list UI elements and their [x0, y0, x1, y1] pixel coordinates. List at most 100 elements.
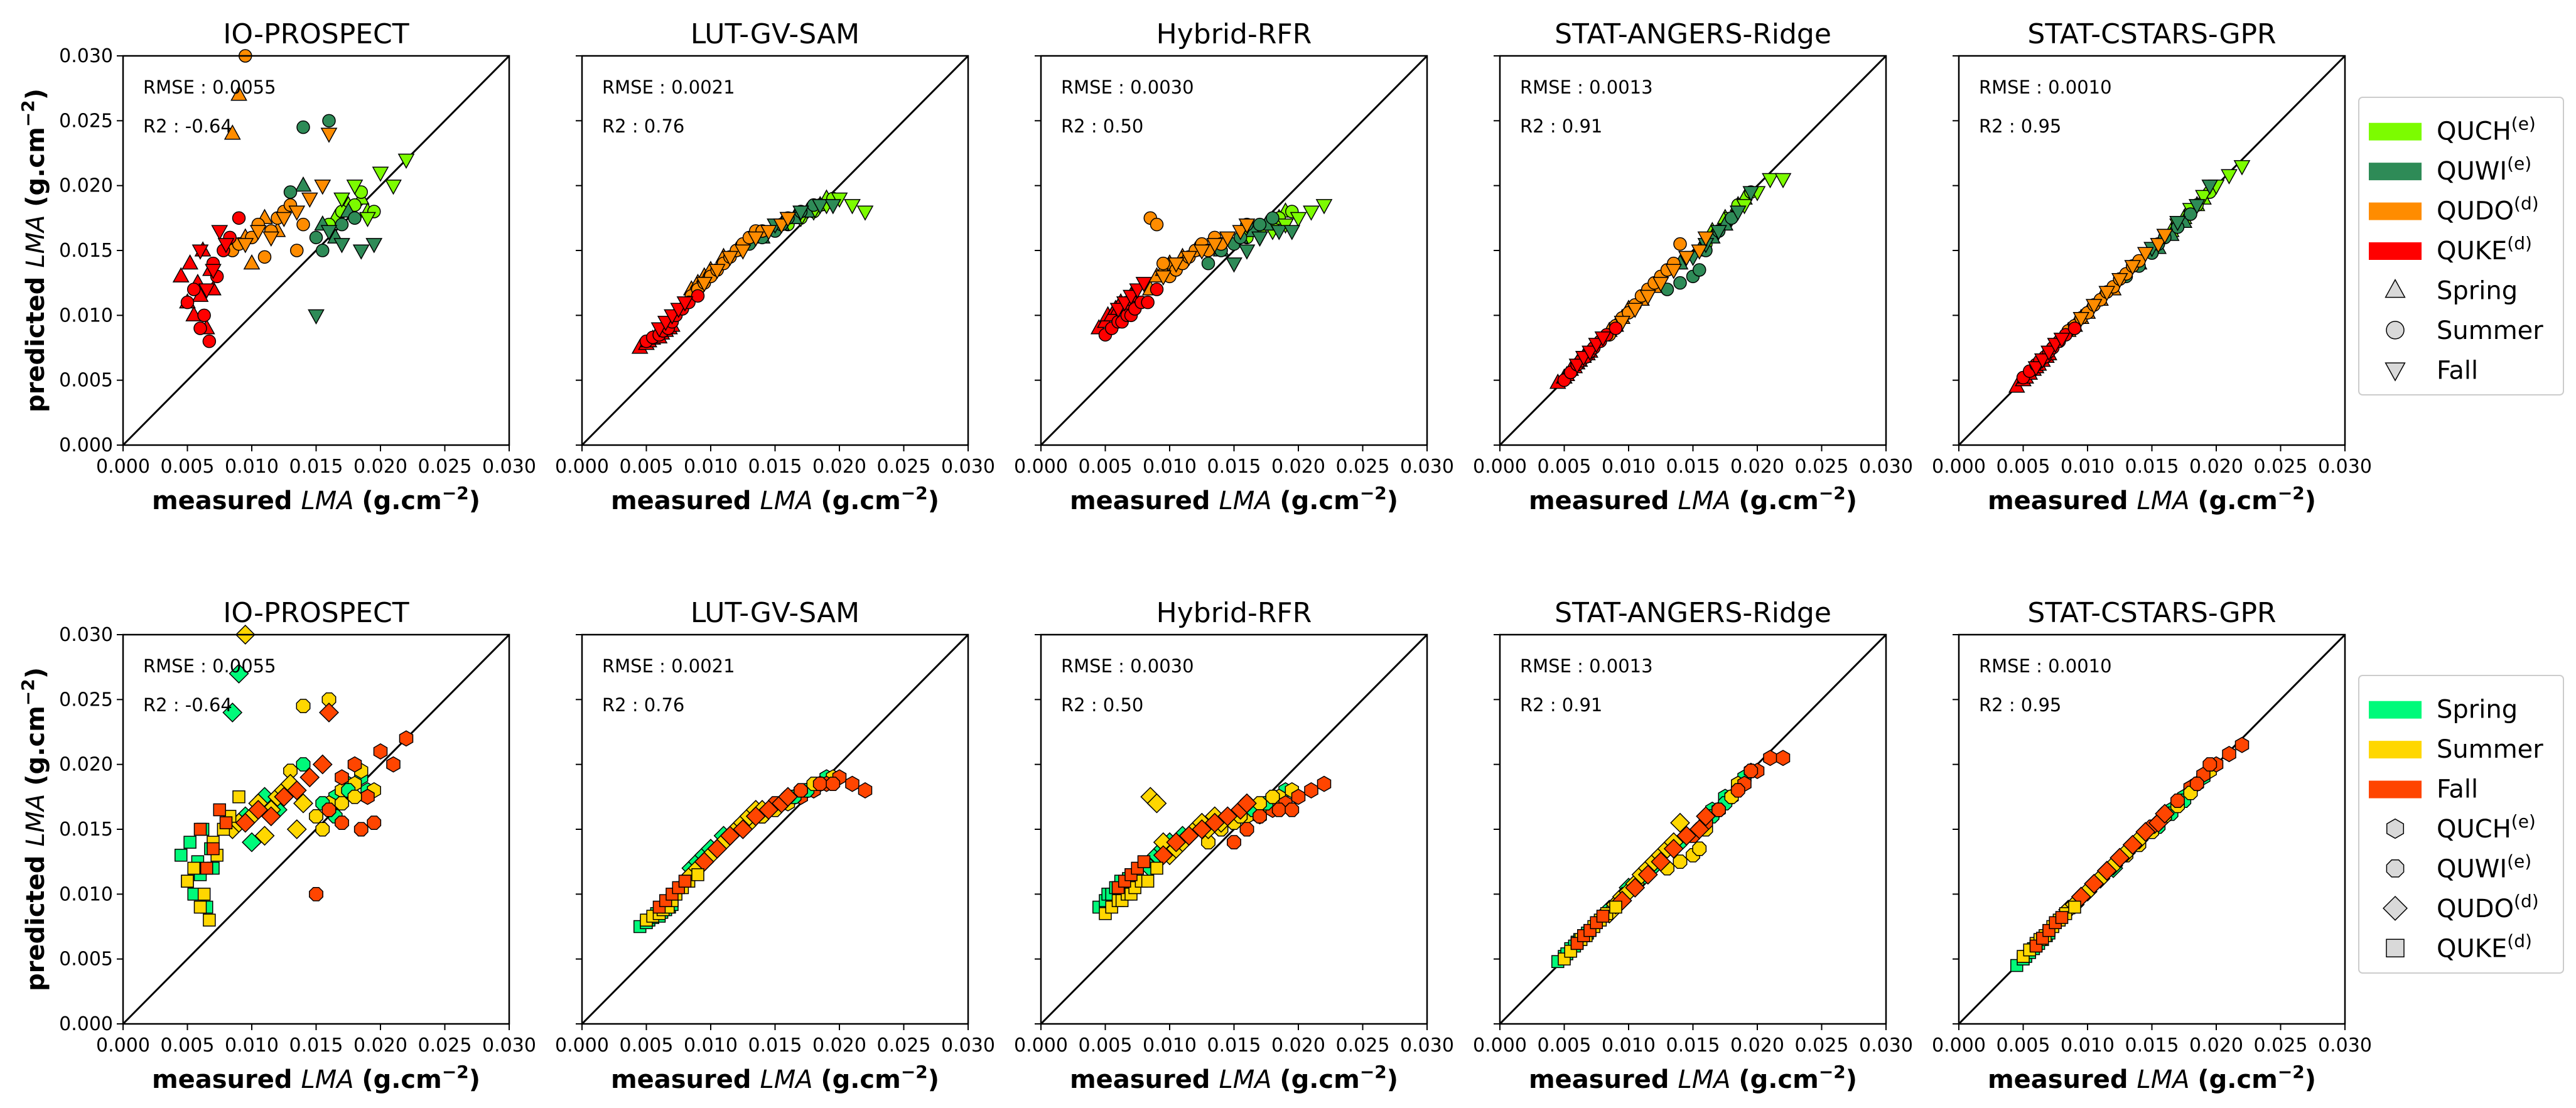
x-axis-label-italic: LMA	[2137, 1065, 2197, 1094]
x-tick-label: 0.005	[620, 1035, 674, 1057]
point-quke-summer	[1150, 282, 1164, 296]
point-quke-fall	[207, 842, 220, 856]
r2-label: R2 : 0.91	[1520, 116, 1602, 137]
x-tick-label: 0.005	[1079, 456, 1133, 478]
x-axis-label-sup: −2	[2278, 483, 2305, 503]
point-quke-fall	[211, 225, 229, 240]
legend-marker-quke	[2386, 939, 2405, 958]
x-tick-label: 0.015	[2125, 456, 2179, 478]
point-quwi-summer	[1673, 276, 1687, 290]
point-quch-fall	[2222, 746, 2236, 763]
point-qudo-fall	[1637, 864, 1658, 885]
x-tick-label: 0.000	[1473, 456, 1527, 478]
x-tick-label: 0.020	[1730, 1035, 1784, 1057]
point-quke-summer	[1141, 295, 1155, 309]
point-quwi-fall	[1742, 186, 1760, 202]
point-quwi-fall	[2170, 793, 2185, 808]
point-qudo-fall	[1651, 851, 1671, 872]
x-tick-label: 0.025	[2254, 1035, 2308, 1057]
x-axis-label-bold: measured	[611, 1065, 760, 1094]
x-tick-label: 0.020	[1730, 456, 1784, 478]
point-qudo-fall	[719, 826, 740, 846]
x-axis-label: measured LMA (g.cm−2)	[1529, 1062, 1857, 1094]
y-axis-label-unit: (g.cm	[21, 706, 50, 786]
x-axis-label: measured LMA (g.cm−2)	[611, 483, 939, 515]
legend-marker-spring	[2385, 279, 2406, 298]
identity-line	[581, 55, 969, 446]
y-axis-label-close: )	[21, 89, 50, 100]
point-qudo-fall	[1676, 826, 1697, 846]
legend-label: QUCH(e)	[2437, 114, 2536, 146]
x-tick-label: 0.015	[2125, 1035, 2179, 1057]
x-tick-label: 0.000	[1473, 1035, 1527, 1057]
r2-label: R2 : 0.95	[1979, 694, 2061, 716]
y-tick-label: 0.010	[59, 883, 113, 905]
x-tick-label: 0.005	[161, 456, 215, 478]
legend-label-text: QUKE	[2437, 934, 2507, 963]
point-qudo-fall	[1178, 826, 1199, 846]
y-tick-label: 0.000	[59, 434, 113, 456]
x-axis-label-bold: measured	[1529, 487, 1678, 515]
legend-label-text: QUDO	[2437, 895, 2514, 923]
r2-label: R2 : -0.64	[143, 116, 232, 137]
x-axis-label-unit: (g.cm	[2197, 487, 2278, 515]
point-quke-spring	[183, 836, 197, 849]
x-tick-label: 0.000	[1014, 1035, 1068, 1057]
panel-title: STAT-CSTARS-GPR	[2027, 18, 2276, 50]
point-quke-fall	[1116, 296, 1133, 312]
panel-top-5: STAT-CSTARS-GPR 0.000 0.005 0.010 0.015 0.020…	[1932, 18, 2372, 515]
point-quwi-summer	[1253, 217, 1267, 232]
point-quch-fall	[2234, 736, 2250, 753]
point-qudo-fall	[2124, 260, 2142, 276]
x-axis-label-unit: (g.cm	[1280, 1065, 1360, 1094]
point-qudo-fall	[2085, 299, 2103, 315]
point-quke-spring	[175, 849, 188, 862]
r2-label: R2 : -0.64	[143, 694, 232, 716]
x-axis-label-close: )	[928, 1065, 939, 1094]
x-tick-label: 0.020	[812, 456, 866, 478]
point-qudo-fall	[1167, 257, 1185, 273]
x-axis-label-close: )	[469, 487, 480, 515]
point-quwi-fall	[308, 309, 325, 325]
x-axis-label: measured LMA (g.cm−2)	[1529, 483, 1857, 515]
legend-label-text: QUKE	[2437, 237, 2507, 266]
x-tick-label: 0.000	[555, 456, 609, 478]
point-quwi-fall	[1283, 225, 1301, 240]
point-quwi-summer	[1673, 854, 1688, 869]
point-qudo-fall	[2110, 847, 2130, 868]
point-quke-fall	[1135, 277, 1153, 293]
y-tick-label: 0.030	[59, 45, 113, 67]
point-quwi-fall	[792, 205, 809, 221]
point-quch-fall	[856, 205, 874, 221]
point-quwi-fall	[1730, 783, 1745, 798]
point-qudo-fall	[301, 192, 318, 208]
legend-bottom: SpringSummerFallQUCH(e)QUWI(e)QUDO(d)QUK…	[2358, 675, 2564, 974]
legend-swatch-fall	[2369, 780, 2422, 799]
panel-top-2: LUT-GV-SAM 0.000 0.005 0.010 0.015 0.020 0.025…	[555, 18, 995, 515]
x-axis-label-sup: −2	[1819, 1062, 1846, 1082]
point-quke-fall	[213, 803, 226, 817]
x-axis-label: measured LMA (g.cm−2)	[1988, 1062, 2316, 1094]
point-quwi-summer	[335, 217, 349, 232]
y-tick-label: 0.000	[59, 1013, 113, 1035]
point-qudo-fall	[721, 250, 739, 267]
point-quke-summer	[187, 282, 201, 296]
x-axis-label: measured LMA (g.cm−2)	[152, 1062, 480, 1094]
x-axis-label-close: )	[1387, 1065, 1398, 1094]
point-quch-fall	[1291, 788, 1306, 805]
x-axis-label-italic: LMA	[301, 487, 362, 515]
legend-swatch-qudo	[2369, 202, 2422, 220]
point-quwi-fall	[824, 199, 842, 215]
x-tick-label: 0.030	[482, 1035, 536, 1057]
point-quwi-summer	[1201, 835, 1215, 850]
point-quke-fall	[193, 822, 207, 836]
panel-bottom-3: Hybrid-RFR 0.000 0.005 0.010 0.015 0.020 0.025…	[1014, 597, 1454, 1094]
point-qudo-spring	[224, 124, 241, 140]
point-quwi-fall	[353, 822, 369, 837]
legend-label-text: Summer	[2437, 735, 2543, 764]
legend-label-text: Fall	[2437, 775, 2478, 804]
point-qudo-fall	[2137, 247, 2154, 262]
rmse-label: RMSE : 0.0010	[1979, 77, 2112, 98]
point-quwi-fall	[1253, 809, 1267, 824]
point-quke-spring	[181, 254, 198, 270]
